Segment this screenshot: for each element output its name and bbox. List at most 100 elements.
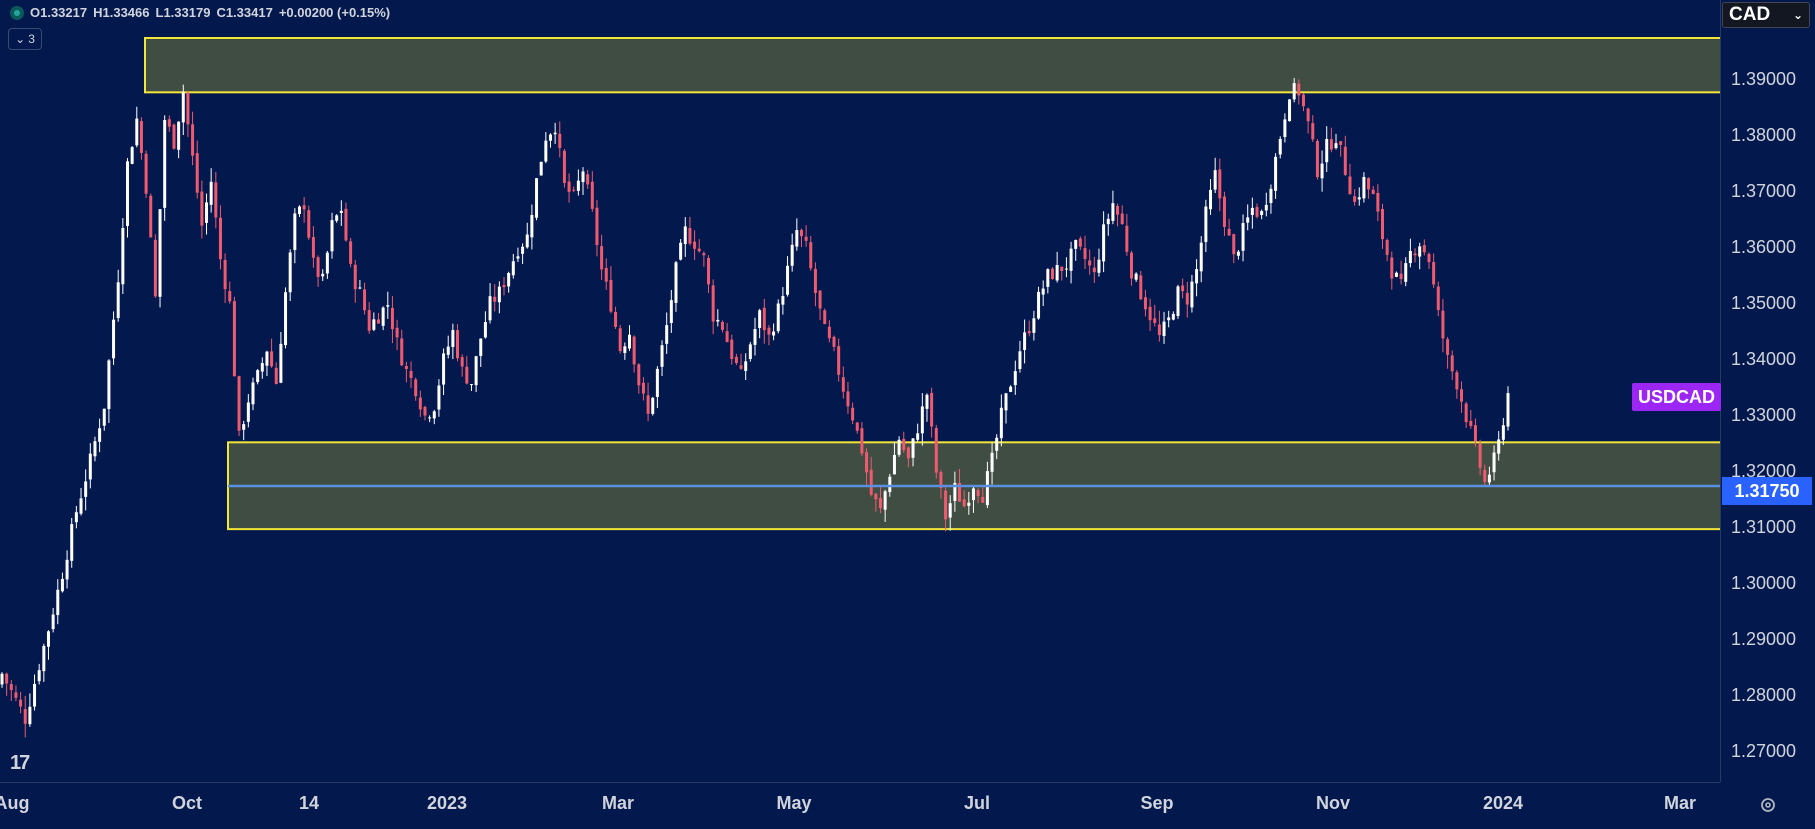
candle — [609, 266, 613, 314]
candle — [200, 180, 204, 239]
candle — [1371, 186, 1375, 195]
candle — [799, 228, 803, 248]
candle — [1171, 311, 1175, 321]
candle — [539, 161, 543, 176]
price-tick-label: 1.35000 — [1731, 293, 1797, 313]
candle — [1464, 401, 1468, 428]
candle — [530, 204, 534, 250]
candle — [920, 393, 924, 446]
candle — [251, 377, 255, 411]
candle — [451, 323, 455, 360]
chevron-down-icon: ⌄ — [1792, 8, 1803, 22]
candle — [23, 695, 27, 738]
candle — [781, 287, 785, 315]
candle — [1250, 197, 1254, 229]
candle — [456, 324, 460, 362]
time-tick-label: Sep — [1140, 793, 1174, 813]
candle — [497, 281, 501, 314]
candle — [242, 420, 246, 441]
candles-layer — [0, 77, 1510, 738]
indicator-count: 3 — [28, 32, 35, 46]
candle — [1018, 340, 1022, 373]
status-dot-icon — [10, 5, 24, 20]
candle — [1469, 409, 1473, 429]
tradingview-logo-icon[interactable]: 17 — [10, 752, 30, 774]
candle — [869, 456, 873, 497]
candle — [507, 271, 511, 293]
candle — [381, 306, 385, 331]
price-tick-label: 1.38000 — [1731, 125, 1797, 145]
candle — [1004, 392, 1008, 424]
candle — [897, 436, 901, 457]
price-tick-label: 1.37000 — [1731, 181, 1797, 201]
indicator-collapse-button[interactable]: ⌄ 3 — [8, 28, 42, 50]
candle — [437, 379, 441, 417]
candle — [646, 382, 650, 422]
candle — [1385, 238, 1389, 262]
candle — [1408, 238, 1412, 268]
candle — [1506, 386, 1510, 431]
candle — [51, 607, 55, 633]
candle — [218, 205, 222, 270]
candle — [1083, 235, 1087, 269]
candle — [339, 200, 343, 226]
candle — [930, 387, 934, 438]
time-axis[interactable]: Aug Oct 14 2023 Mar May Jul Sep Nov 2024 Mar — [0, 782, 1720, 829]
currency-select[interactable]: CAD ⌄ — [1722, 2, 1810, 28]
chart-plot-area[interactable] — [0, 0, 1720, 782]
candle — [553, 122, 557, 144]
candle — [1329, 127, 1333, 153]
price-chart[interactable] — [0, 0, 1720, 782]
candle — [228, 281, 232, 304]
candle — [1455, 370, 1459, 399]
candle — [855, 422, 859, 434]
candle — [934, 424, 938, 479]
candle — [572, 186, 576, 193]
candle — [1199, 236, 1203, 283]
candle — [325, 250, 329, 279]
settings-icon[interactable] — [1757, 794, 1779, 816]
candle — [404, 361, 408, 383]
candle — [33, 674, 37, 711]
candle — [237, 375, 241, 437]
candle — [1283, 113, 1287, 143]
candle — [418, 390, 422, 417]
candle — [767, 325, 771, 346]
symbol-tag: USDCAD — [1632, 383, 1722, 411]
candle — [260, 357, 264, 379]
candle — [1037, 286, 1041, 320]
candle — [823, 308, 827, 325]
candle — [1023, 319, 1027, 364]
candle — [367, 302, 371, 334]
candle — [1111, 190, 1115, 225]
candle — [1436, 281, 1440, 317]
price-axis[interactable]: 1.39000 1.38000 1.37000 1.36000 1.35000 1.340… — [1720, 0, 1815, 782]
candle — [163, 115, 167, 221]
candle — [349, 237, 353, 268]
candle — [172, 123, 176, 150]
candle — [837, 338, 841, 382]
candle — [1260, 209, 1264, 220]
candle — [446, 335, 450, 359]
candle — [967, 491, 971, 515]
candle — [809, 236, 813, 271]
candle — [683, 217, 687, 257]
candle — [390, 296, 394, 344]
candle — [753, 317, 757, 356]
candle — [1483, 464, 1487, 486]
support-resistance-zone[interactable] — [144, 37, 1720, 94]
candle — [442, 348, 446, 395]
currency-label: CAD — [1729, 4, 1771, 25]
candle — [1264, 192, 1268, 217]
candle — [1134, 272, 1138, 282]
candle — [1088, 249, 1092, 275]
candle — [1487, 466, 1491, 488]
candle — [84, 469, 88, 511]
candle — [697, 239, 701, 253]
candle — [1292, 77, 1296, 103]
candle — [1343, 135, 1347, 176]
candle — [1418, 242, 1422, 270]
candle — [1478, 439, 1482, 476]
candle — [181, 84, 185, 136]
candle — [1399, 260, 1403, 285]
